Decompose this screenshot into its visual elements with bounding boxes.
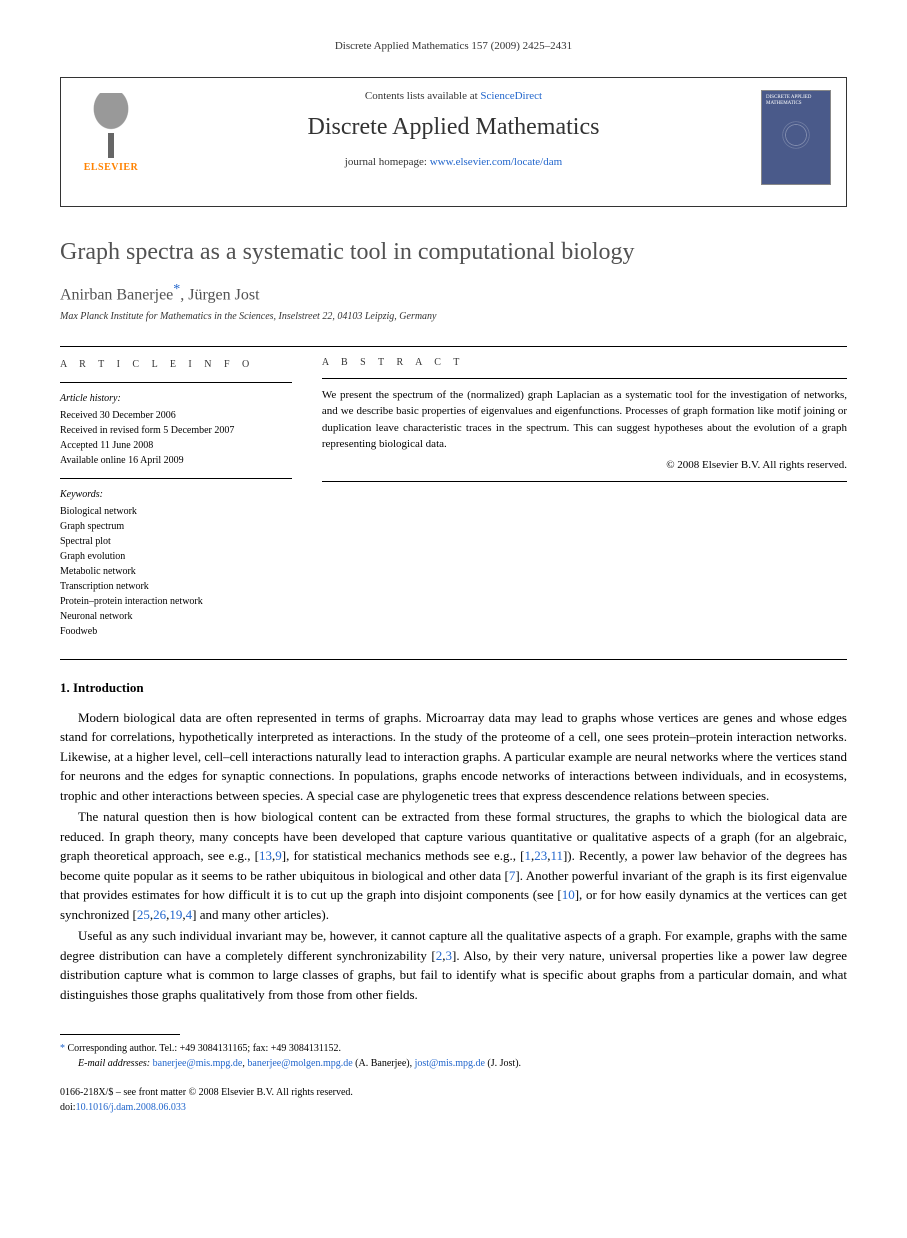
info-abstract-row: A R T I C L E I N F O Article history: R… xyxy=(60,357,847,639)
ref-link[interactable]: 11 xyxy=(550,848,563,863)
para-text: ] and many other articles). xyxy=(192,907,329,922)
authors-line: Anirban Banerjee*, Jürgen Jost xyxy=(60,282,847,304)
keyword-item: Graph spectrum xyxy=(60,519,292,534)
ref-link[interactable]: 26 xyxy=(153,907,166,922)
article-history-block: Article history: Received 30 December 20… xyxy=(60,382,292,468)
running-header: Discrete Applied Mathematics 157 (2009) … xyxy=(60,40,847,52)
article-title: Graph spectra as a systematic tool in co… xyxy=(60,237,847,268)
history-item: Received 30 December 2006 xyxy=(60,408,292,423)
abstract-text: We present the spectrum of the (normaliz… xyxy=(322,378,847,453)
keyword-item: Transcription network xyxy=(60,579,292,594)
body-paragraph: Useful as any such individual invariant … xyxy=(60,926,847,1004)
abstract-column: A B S T R A C T We present the spectrum … xyxy=(312,357,847,639)
history-label: Article history: xyxy=(60,391,292,406)
abstract-bottom-rule xyxy=(322,481,847,482)
corresponding-footnote: * Corresponding author. Tel.: +49 308413… xyxy=(60,1041,847,1056)
ref-link[interactable]: 25 xyxy=(137,907,150,922)
publisher-name: ELSEVIER xyxy=(76,162,146,173)
mid-divider xyxy=(60,659,847,660)
keyword-item: Metabolic network xyxy=(60,564,292,579)
keyword-item: Spectral plot xyxy=(60,534,292,549)
body-paragraph: Modern biological data are often represe… xyxy=(60,708,847,806)
contents-prefix: Contents lists available at xyxy=(365,90,480,102)
doi-prefix: doi: xyxy=(60,1102,76,1113)
journal-cover-thumbnail: DISCRETE APPLIED MATHEMATICS xyxy=(761,90,831,185)
journal-name: Discrete Applied Mathematics xyxy=(156,114,751,141)
keywords-block: Keywords: Biological network Graph spect… xyxy=(60,478,292,639)
keyword-item: Protein–protein interaction network xyxy=(60,594,292,609)
history-item: Accepted 11 June 2008 xyxy=(60,438,292,453)
author-1: Anirban Banerjee xyxy=(60,287,173,304)
keyword-item: Biological network xyxy=(60,504,292,519)
section-heading-intro: 1. Introduction xyxy=(60,680,847,696)
keyword-item: Graph evolution xyxy=(60,549,292,564)
body-paragraph: The natural question then is how biologi… xyxy=(60,807,847,924)
footnote-rule xyxy=(60,1034,180,1035)
contents-line: Contents lists available at ScienceDirec… xyxy=(156,90,751,102)
footnote-text: Corresponding author. Tel.: +49 30841311… xyxy=(65,1043,341,1054)
ref-link[interactable]: 13 xyxy=(259,848,272,863)
para-text: ], for statistical mechanics methods see… xyxy=(282,848,525,863)
email-footnote: E-mail addresses: banerjee@mis.mpg.de, b… xyxy=(60,1056,847,1071)
ref-link[interactable]: 10 xyxy=(562,887,575,902)
elsevier-tree-icon xyxy=(84,93,139,158)
email-suffix: (J. Jost). xyxy=(485,1058,521,1069)
email-link[interactable]: banerjee@mis.mpg.de xyxy=(153,1058,243,1069)
journal-center-block: Contents lists available at ScienceDirec… xyxy=(156,90,751,168)
doi-line: doi:10.1016/j.dam.2008.06.033 xyxy=(60,1100,847,1115)
ref-link[interactable]: 23 xyxy=(534,848,547,863)
cover-title: DISCRETE APPLIED MATHEMATICS xyxy=(766,95,826,107)
affiliation: Max Planck Institute for Mathematics in … xyxy=(60,311,847,322)
homepage-line: journal homepage: www.elsevier.com/locat… xyxy=(156,156,751,168)
ref-link[interactable]: 19 xyxy=(169,907,182,922)
sciencedirect-link[interactable]: ScienceDirect xyxy=(480,90,542,102)
issn-line: 0166-218X/$ – see front matter © 2008 El… xyxy=(60,1085,847,1100)
email-link[interactable]: jost@mis.mpg.de xyxy=(415,1058,485,1069)
email-suffix: (A. Banerjee), xyxy=(353,1058,415,1069)
top-divider xyxy=(60,346,847,347)
article-info-column: A R T I C L E I N F O Article history: R… xyxy=(60,357,312,639)
page-container: Discrete Applied Mathematics 157 (2009) … xyxy=(0,0,907,1145)
email-link[interactable]: banerjee@molgen.mpg.de xyxy=(247,1058,352,1069)
doi-link[interactable]: 10.1016/j.dam.2008.06.033 xyxy=(76,1102,186,1113)
email-label: E-mail addresses: xyxy=(78,1058,153,1069)
copyright-line: © 2008 Elsevier B.V. All rights reserved… xyxy=(322,459,847,471)
journal-header-box: ELSEVIER Contents lists available at Sci… xyxy=(60,77,847,207)
keyword-item: Foodweb xyxy=(60,624,292,639)
author-2: , Jürgen Jost xyxy=(180,287,259,304)
publisher-logo: ELSEVIER xyxy=(76,93,146,173)
homepage-link[interactable]: www.elsevier.com/locate/dam xyxy=(430,156,562,168)
cover-graphic-icon xyxy=(776,115,816,155)
history-item: Received in revised form 5 December 2007 xyxy=(60,423,292,438)
history-item: Available online 16 April 2009 xyxy=(60,453,292,468)
keyword-item: Neuronal network xyxy=(60,609,292,624)
keywords-label: Keywords: xyxy=(60,487,292,502)
article-info-heading: A R T I C L E I N F O xyxy=(60,357,292,372)
bottom-info: 0166-218X/$ – see front matter © 2008 El… xyxy=(60,1085,847,1115)
homepage-prefix: journal homepage: xyxy=(345,156,430,168)
para-text: Modern biological data are often represe… xyxy=(60,710,847,803)
abstract-heading: A B S T R A C T xyxy=(322,357,847,368)
